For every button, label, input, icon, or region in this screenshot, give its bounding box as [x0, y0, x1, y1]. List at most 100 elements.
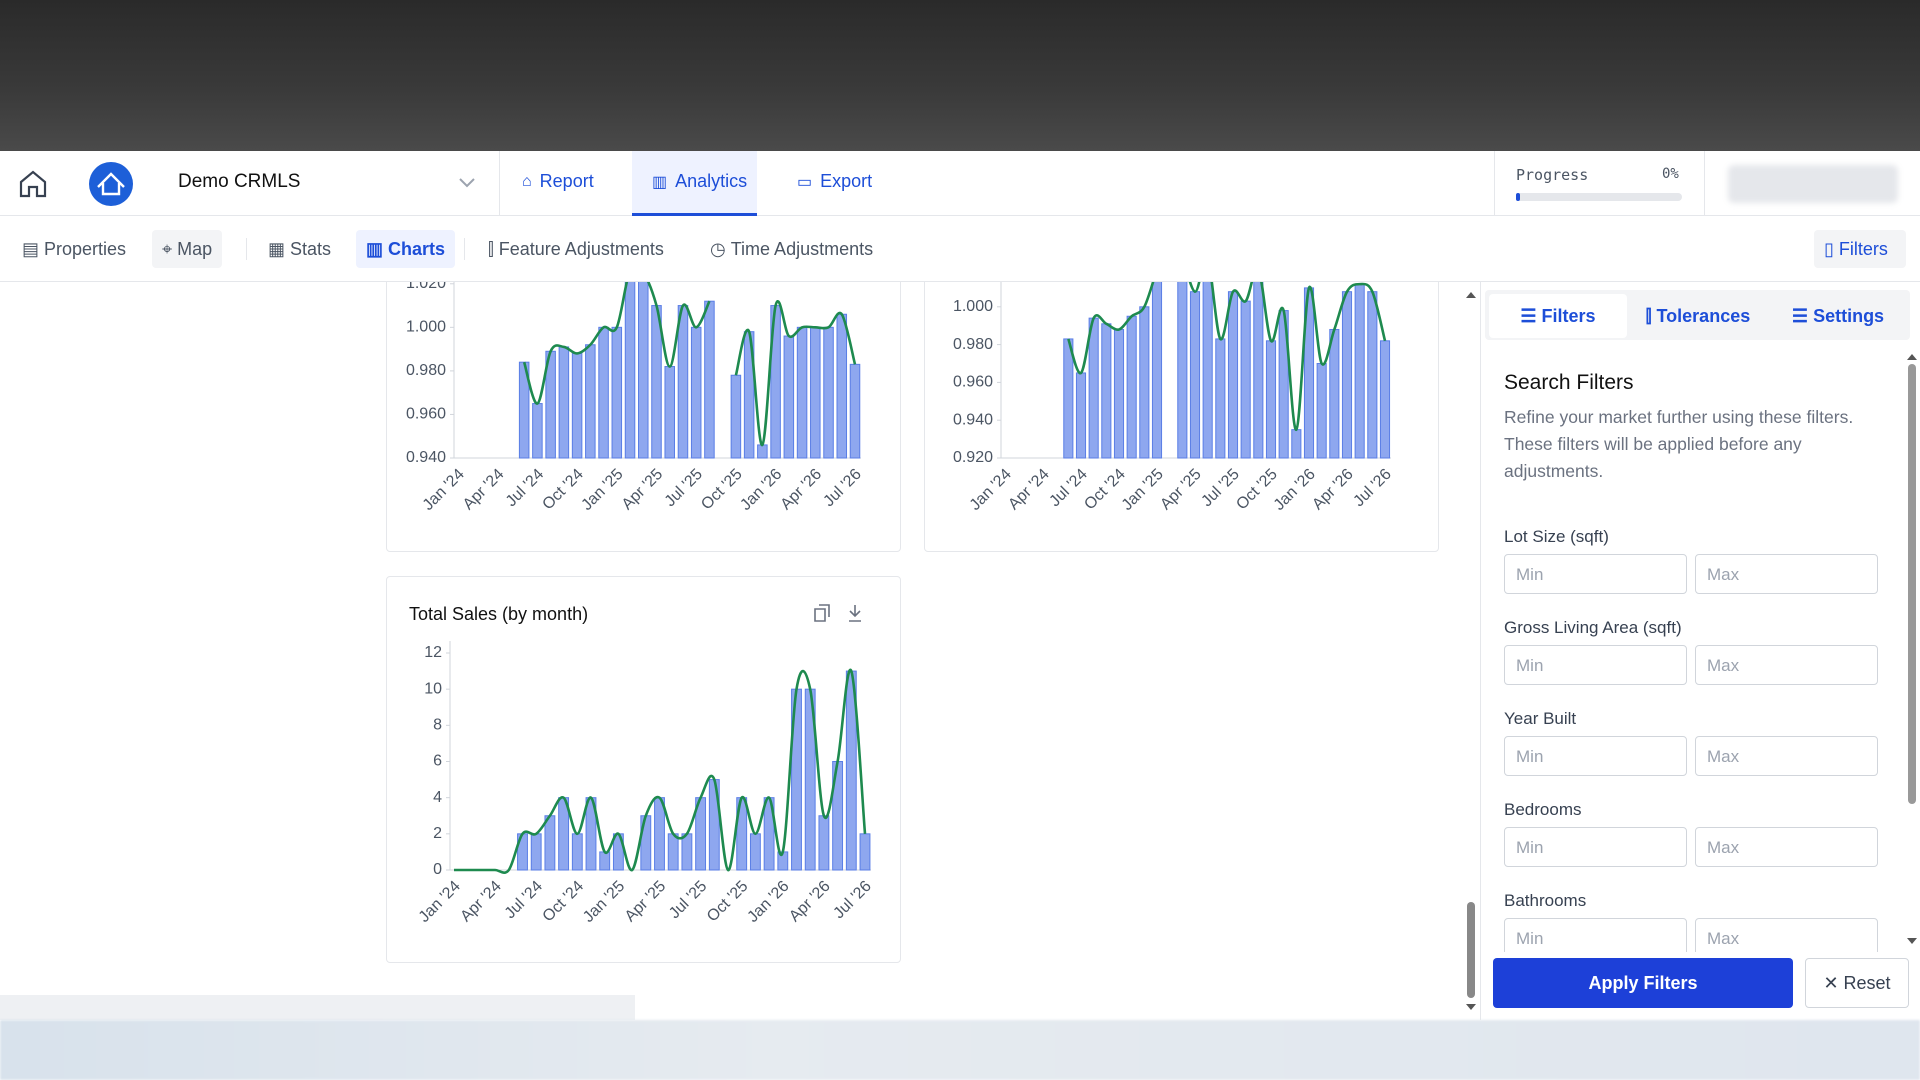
scrollbar-graphic	[1466, 292, 1476, 1010]
min-input[interactable]: Min	[1504, 645, 1687, 685]
sub-nav: ▤ Properties ⌖ Map ▦ Stats ▥ Charts ⫿ Fe…	[0, 216, 1920, 282]
x-tick-label: Oct '24	[540, 878, 588, 926]
bar	[532, 403, 543, 459]
field-label: Bedrooms	[1504, 800, 1582, 819]
min-input[interactable]: Min	[1504, 918, 1687, 952]
button-label: Filters	[1838, 238, 1888, 259]
max-input[interactable]: Max	[1695, 645, 1878, 685]
input-row: Min Max	[1504, 554, 1901, 594]
reset-button[interactable]: ✕ Reset	[1805, 958, 1909, 1008]
feature-adjustments-tab[interactable]: ⫿ Feature Adjustments	[488, 238, 664, 259]
bar	[1253, 282, 1264, 459]
x-tick-label: Apr '26	[1309, 466, 1357, 514]
filter-field: Bedrooms Min Max	[1481, 800, 1901, 867]
tab-label: Stats	[290, 238, 332, 259]
tab-label: Report	[539, 171, 594, 191]
bar	[1291, 429, 1302, 459]
bar	[1354, 283, 1365, 459]
charts-tab[interactable]: ▥ Charts	[356, 230, 456, 268]
bar	[1088, 317, 1099, 459]
filter-field: Gross Living Area (sqft) Min Max	[1481, 618, 1901, 685]
progress-value: 0%	[1662, 166, 1679, 182]
max-input[interactable]: Max	[1695, 918, 1878, 952]
field-label: Bathrooms	[1504, 891, 1587, 910]
min-input[interactable]: Min	[1504, 827, 1687, 867]
bar	[1151, 282, 1163, 459]
charts-area: 0.940 0.960 0.980 1.000 1.020 Jan '24 Apr '24 J…	[0, 282, 1460, 1020]
x-tick-label: Apr '25	[622, 878, 670, 926]
time-adjustments-tab[interactable]: ◷ Time Adjustments	[710, 238, 874, 259]
tab-label: Charts	[388, 238, 446, 259]
tab-label: Map	[177, 238, 213, 259]
bar	[1063, 338, 1074, 459]
bar	[571, 833, 583, 871]
panel-scrollbar[interactable]	[1905, 352, 1919, 952]
input-row: Min Max	[1504, 918, 1901, 952]
bar	[585, 344, 596, 459]
x-tick-label: Jan '26	[737, 466, 785, 514]
bar	[638, 282, 649, 459]
trend-line	[1067, 282, 1155, 375]
apply-button[interactable]: Apply Filters	[1493, 958, 1793, 1008]
min-input[interactable]: Min	[1504, 736, 1687, 776]
bar	[530, 833, 542, 871]
y-tick-label: 0.920	[953, 449, 993, 466]
filters-button[interactable]: ▯ Filters	[1814, 230, 1906, 268]
home-icon[interactable]	[18, 169, 48, 199]
tab-label: Time Adjustments	[730, 238, 874, 259]
filters-tab[interactable]: ☰ Filters	[1489, 294, 1627, 338]
user-button[interactable]	[1728, 165, 1898, 203]
bar	[730, 374, 742, 459]
properties-tab[interactable]: ▤ Properties	[22, 238, 127, 259]
bar	[599, 851, 611, 871]
tab-label: Feature Adjustments	[498, 238, 664, 259]
bar	[624, 282, 636, 459]
stats-tab[interactable]: ▦ Stats	[268, 238, 332, 259]
bar	[749, 833, 761, 871]
settings-tab[interactable]: ☰ Settings	[1791, 305, 1885, 326]
chart-card: Total Sales (by month) 0 2 4 6 8 10 12 Jan '24 Ap…	[386, 576, 901, 963]
tolerances-tab[interactable]: ⫿ Tolerances	[1645, 305, 1751, 326]
y-tick-label: 1.020	[406, 282, 446, 292]
filter-field: Bathrooms Min Max	[1481, 891, 1901, 952]
bar	[757, 444, 768, 459]
brand[interactable]: Demo CRMLS	[178, 171, 301, 192]
divider	[246, 238, 247, 260]
chart-icons[interactable]	[814, 604, 861, 622]
bar	[1379, 340, 1391, 459]
divider	[464, 238, 465, 260]
y-tick-label: 0.960	[953, 374, 993, 391]
min-input[interactable]: Min	[1504, 554, 1687, 594]
export-tab[interactable]: ▭ Export	[797, 171, 873, 191]
taskbar	[0, 1020, 1920, 1080]
max-input[interactable]: Max	[1695, 827, 1878, 867]
bar	[598, 326, 609, 459]
y-tick-label: 0	[433, 861, 442, 878]
map-tab[interactable]: ⌖ Map	[152, 230, 223, 268]
tab-label: Settings	[1813, 305, 1885, 326]
progress-label: Progress	[1516, 166, 1589, 184]
bar	[611, 326, 623, 459]
y-tick-label: 0.980	[953, 336, 993, 353]
divider	[1494, 151, 1495, 216]
bar	[823, 326, 834, 459]
logo[interactable]	[88, 161, 134, 207]
x-tick-label: Jul '26	[830, 878, 874, 922]
panel-scroll: Search Filters Refine your market furthe…	[1481, 352, 1901, 952]
button-label: Reset	[1843, 972, 1891, 993]
bar	[1215, 338, 1226, 459]
dropdown-chevron[interactable]	[458, 177, 476, 189]
analytics-tab[interactable]: ▥ Analytics	[652, 171, 748, 191]
max-input[interactable]: Max	[1695, 736, 1878, 776]
copy-icon	[814, 604, 830, 622]
filter-field: Year Built Min Max	[1481, 709, 1901, 776]
max-input[interactable]: Max	[1695, 554, 1878, 594]
scrollbar[interactable]	[1464, 290, 1478, 1012]
x-tick-label: Oct '24	[539, 466, 587, 514]
x-tick-label: Jan '25	[1119, 466, 1167, 514]
bar	[1075, 372, 1087, 459]
report-tab[interactable]: ⌂ Report	[522, 171, 594, 191]
x-tick-label: Jul '26	[820, 466, 864, 510]
